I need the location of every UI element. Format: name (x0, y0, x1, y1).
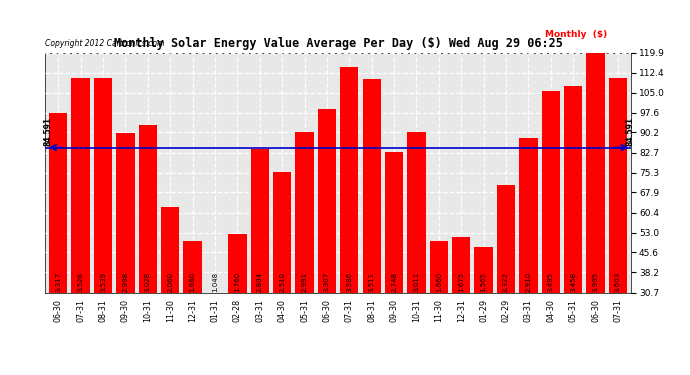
Text: 2.060: 2.060 (167, 272, 173, 292)
Bar (385, 152, 403, 292)
Text: Average  ($): Average ($) (441, 30, 503, 39)
Bar (161, 207, 179, 292)
Bar (72, 78, 90, 292)
Text: 3.539: 3.539 (100, 272, 106, 292)
Text: 84.591: 84.591 (43, 117, 52, 146)
Bar (94, 78, 112, 292)
Text: 3.586: 3.586 (346, 272, 353, 292)
Bar (542, 91, 560, 292)
Text: 1.660: 1.660 (436, 272, 442, 292)
Text: 3.603: 3.603 (615, 272, 621, 292)
Bar (407, 132, 426, 292)
Bar (362, 79, 381, 292)
Text: 3.307: 3.307 (324, 272, 330, 292)
Text: 3.028: 3.028 (145, 272, 151, 292)
Title: Monthly Solar Energy Value Average Per Day ($) Wed Aug 29 06:25: Monthly Solar Energy Value Average Per D… (114, 37, 562, 50)
Text: 2.910: 2.910 (525, 272, 531, 292)
Text: 2.322: 2.322 (503, 272, 509, 292)
Bar (139, 125, 157, 292)
Bar (295, 132, 314, 292)
Text: Copyright 2012 Cartronics.com: Copyright 2012 Cartronics.com (45, 39, 164, 48)
Text: 1.675: 1.675 (458, 272, 464, 292)
Bar (475, 247, 493, 292)
Text: 3.526: 3.526 (78, 272, 83, 292)
Bar (586, 52, 604, 292)
Bar (273, 172, 291, 292)
Text: 84.591: 84.591 (626, 117, 635, 146)
Text: 2.510: 2.510 (279, 272, 285, 292)
Text: 2.991: 2.991 (302, 272, 308, 292)
Text: 1.760: 1.760 (235, 272, 240, 292)
Bar (49, 113, 68, 292)
Text: 1.680: 1.680 (190, 272, 195, 292)
Text: 2.748: 2.748 (391, 272, 397, 292)
Text: Monthly  ($): Monthly ($) (545, 30, 607, 39)
Text: 3.317: 3.317 (55, 272, 61, 292)
Bar (340, 67, 359, 292)
Bar (116, 134, 135, 292)
Text: 3.011: 3.011 (413, 272, 420, 292)
Bar (250, 149, 269, 292)
Bar (564, 86, 582, 292)
Text: 3.458: 3.458 (570, 272, 576, 292)
Text: 3.995: 3.995 (593, 272, 598, 292)
Bar (452, 237, 471, 292)
Bar (228, 234, 246, 292)
Bar (609, 78, 627, 292)
Text: 2.804: 2.804 (257, 272, 263, 292)
Text: 2.998: 2.998 (122, 272, 128, 292)
Bar (430, 241, 448, 292)
Bar (519, 138, 538, 292)
Bar (184, 241, 201, 292)
Bar (317, 109, 336, 292)
Text: 1.565: 1.565 (481, 272, 486, 292)
Text: 3.511: 3.511 (368, 272, 375, 292)
Text: 3.495: 3.495 (548, 272, 554, 292)
Text: 1.048: 1.048 (212, 272, 218, 292)
Bar (497, 185, 515, 292)
